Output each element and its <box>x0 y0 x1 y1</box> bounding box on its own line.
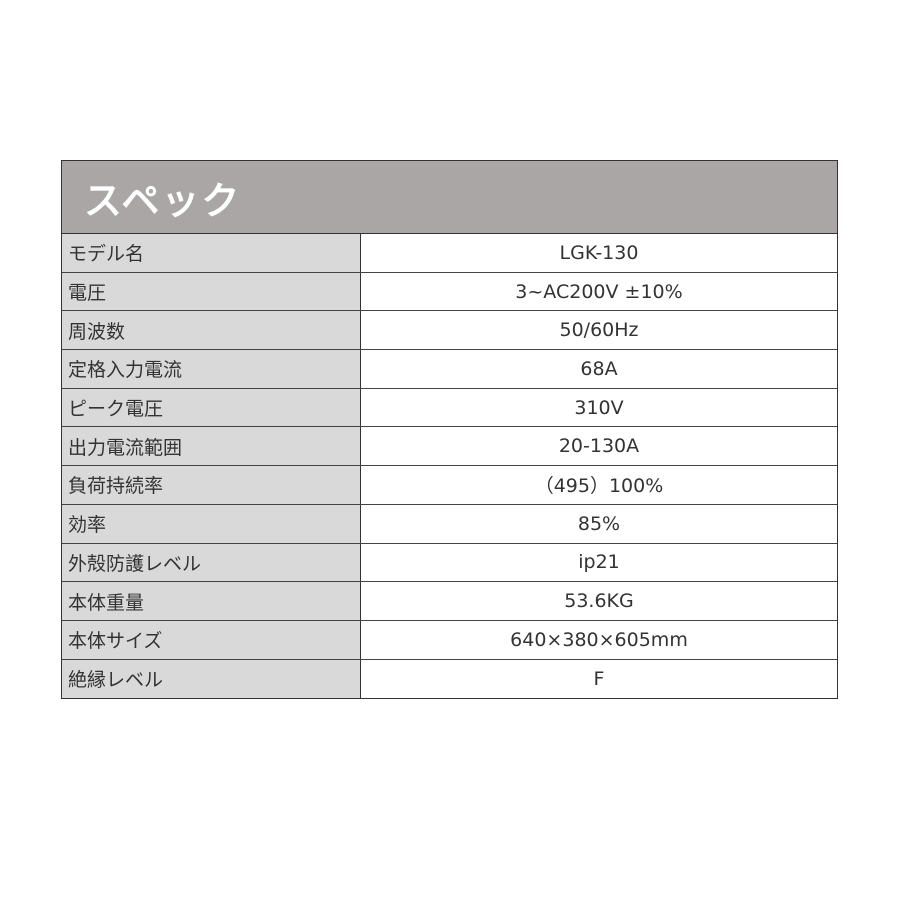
spec-label: モデル名 <box>62 234 361 272</box>
spec-label: ピーク電圧 <box>62 388 361 427</box>
spec-value: 53.6KG <box>564 590 634 613</box>
spec-row: 外殻防護レベル ip21 <box>62 543 837 583</box>
spec-row: 電圧 3~AC200V ±10% <box>62 272 837 312</box>
spec-table: スペック モデル名 LGK-130 電圧 3~AC200V ±10% 周波数 50/60H… <box>61 160 838 700</box>
spec-value: ip21 <box>578 551 620 574</box>
spec-value: 640×380×605mm <box>510 628 688 651</box>
spec-label: 本体サイズ <box>62 620 361 659</box>
spec-value: 3~AC200V ±10% <box>515 280 683 303</box>
spec-value: 68A <box>580 357 618 380</box>
spec-label: 本体重量 <box>62 582 361 620</box>
spec-value: （495）100% <box>534 475 664 498</box>
spec-row: 負荷持続率 （495）100% <box>62 466 837 505</box>
spec-label: 効率 <box>62 504 361 543</box>
spec-row: 本体サイズ 640×380×605mm <box>62 620 837 660</box>
spec-value: 20-130A <box>558 435 640 458</box>
spec-value: 50/60Hz <box>559 319 639 342</box>
spec-label: 周波数 <box>62 311 361 350</box>
spec-value: 310V <box>574 396 624 419</box>
spec-row: 効率 85% <box>62 504 837 544</box>
spec-row: 周波数 50/60Hz <box>62 311 837 351</box>
spec-label: 電圧 <box>62 272 361 311</box>
spec-row: 出力電流範囲 20-130A <box>62 427 837 467</box>
spec-label: 負荷持続率 <box>62 466 361 504</box>
spec-row: ピーク電圧 310V <box>62 388 837 428</box>
spec-label: 定格入力電流 <box>62 350 361 388</box>
spec-row: 本体重量 53.6KG <box>62 582 837 621</box>
spec-value: LGK-130 <box>559 241 639 264</box>
spec-row: 定格入力電流 68A <box>62 350 837 389</box>
spec-label: 外殻防護レベル <box>62 543 361 582</box>
spec-row: 絶縁レベル F <box>62 659 837 699</box>
spec-rows: モデル名 LGK-130 電圧 3~AC200V ±10% 周波数 50/60Hz 定格入力… <box>62 234 837 699</box>
spec-value: 85% <box>577 512 621 535</box>
spec-row: モデル名 LGK-130 <box>62 234 837 273</box>
spec-label: 出力電流範囲 <box>62 427 361 466</box>
spec-header: スペック <box>62 161 837 234</box>
spec-title: スペック <box>84 178 242 223</box>
spec-value: F <box>593 667 605 690</box>
spec-label: 絶縁レベル <box>62 659 361 699</box>
